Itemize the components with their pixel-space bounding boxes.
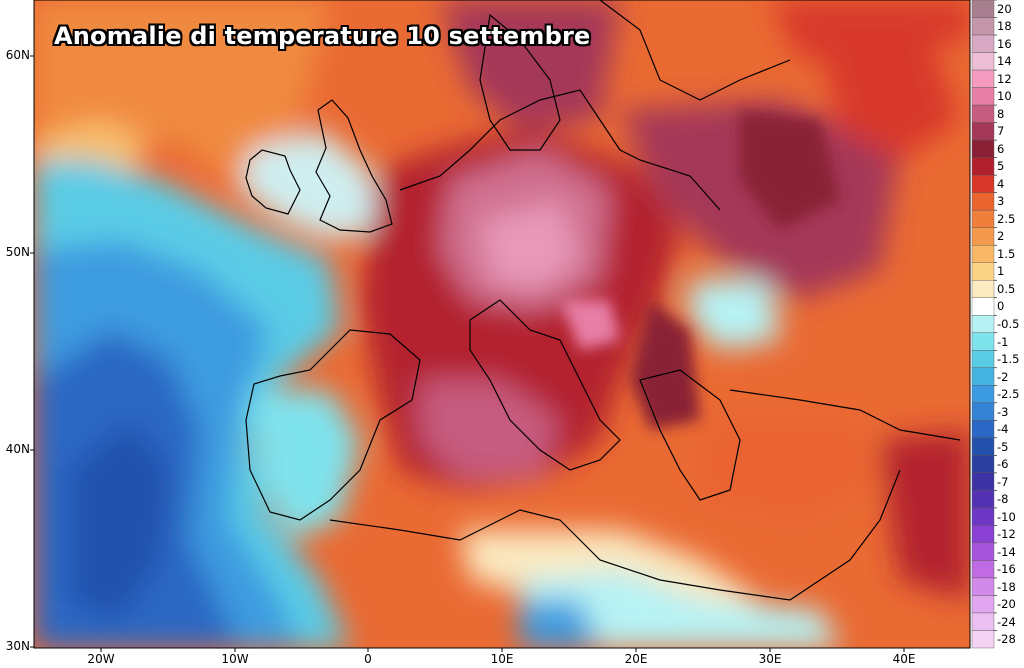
colorbar-swatch xyxy=(971,630,995,649)
colorbar-swatch xyxy=(971,157,995,176)
lon-label-20e: 20E xyxy=(624,652,648,666)
colorbar-label: 4 xyxy=(997,176,1005,191)
colorbar-swatch xyxy=(971,244,995,263)
colorbar-swatch xyxy=(971,262,995,281)
colorbar-label: -2 xyxy=(997,369,1009,384)
colorbar-label: 6 xyxy=(997,141,1005,156)
colorbar-swatch xyxy=(971,332,995,351)
colorbar-swatch xyxy=(971,104,995,123)
colorbar-label: -14 xyxy=(997,544,1016,559)
colorbar-label: -20 xyxy=(997,597,1016,612)
colorbar-swatch xyxy=(971,139,995,158)
colorbar-swatch xyxy=(971,69,995,88)
colorbar-label: -8 xyxy=(997,492,1009,507)
colorbar-swatch xyxy=(971,122,995,141)
colorbar-label: 10 xyxy=(997,89,1012,104)
colorbar-swatch xyxy=(971,17,995,36)
lat-label-50n: 50N xyxy=(5,245,30,259)
colorbar xyxy=(971,0,997,649)
colorbar-label: 2 xyxy=(997,229,1005,244)
colorbar-swatch xyxy=(971,350,995,368)
colorbar-swatch xyxy=(971,315,995,333)
colorbar-label: 18 xyxy=(997,19,1012,34)
colorbar-label: -18 xyxy=(997,579,1016,594)
colorbar-label: 3 xyxy=(997,194,1005,209)
colorbar-swatch xyxy=(971,595,995,614)
colorbar-label: -28 xyxy=(997,632,1016,647)
colorbar-label: -7 xyxy=(997,474,1009,489)
colorbar-swatch xyxy=(971,560,995,579)
colorbar-swatch xyxy=(971,402,995,421)
lat-label-30n: 30N xyxy=(5,639,30,653)
colorbar-label: -3 xyxy=(997,404,1009,419)
colorbar-swatch xyxy=(971,472,995,491)
colorbar-label: 1 xyxy=(997,264,1005,279)
axis-ticks xyxy=(30,55,905,652)
colorbar-label: -16 xyxy=(997,562,1016,577)
colorbar-swatch xyxy=(971,385,995,404)
colorbar-swatch xyxy=(971,507,995,526)
colorbar-label: -4 xyxy=(997,422,1009,437)
colorbar-swatch xyxy=(971,192,995,211)
colorbar-label: -24 xyxy=(997,614,1016,629)
lon-label-20w: 20W xyxy=(87,652,115,666)
colorbar-label: 1.5 xyxy=(997,246,1016,261)
colorbar-swatch xyxy=(971,612,995,631)
lon-label-10w: 10W xyxy=(221,652,249,666)
colorbar-swatch xyxy=(971,87,995,106)
colorbar-swatch xyxy=(971,420,995,439)
colorbar-label: -1.5 xyxy=(997,352,1020,367)
lon-label-0: 0 xyxy=(364,652,372,666)
colorbar-label: 16 xyxy=(997,36,1012,51)
colorbar-label: 20 xyxy=(997,1,1012,16)
colorbar-label: 0 xyxy=(997,299,1005,314)
colorbar-label: 14 xyxy=(997,54,1012,69)
colorbar-label: 12 xyxy=(997,71,1012,86)
colorbar-label: 7 xyxy=(997,124,1005,139)
colorbar-swatch xyxy=(971,367,995,386)
colorbar-swatch xyxy=(971,52,995,71)
colorbar-swatch xyxy=(971,542,995,561)
colorbar-label: -5 xyxy=(997,439,1009,454)
colorbar-label: -2.5 xyxy=(997,387,1020,402)
colorbar-label: -1 xyxy=(997,334,1009,349)
lon-label-40e: 40E xyxy=(892,652,916,666)
lat-label-40n: 40N xyxy=(5,442,30,456)
colorbar-label: 8 xyxy=(997,106,1005,121)
colorbar-label: 0.5 xyxy=(997,281,1016,296)
colorbar-label: -6 xyxy=(997,457,1009,472)
map-title: Anomalie di temperature 10 settembre xyxy=(54,22,591,50)
colorbar-label: 5 xyxy=(997,159,1005,174)
lon-label-10e: 10E xyxy=(490,652,514,666)
colorbar-swatch xyxy=(971,0,995,18)
colorbar-label: -12 xyxy=(997,527,1016,542)
colorbar-label: 2.5 xyxy=(997,211,1016,226)
colorbar-swatch xyxy=(971,577,995,596)
colorbar-swatch xyxy=(971,34,995,53)
colorbar-swatch xyxy=(971,297,995,316)
colorbar-swatch xyxy=(971,437,995,456)
colorbar-swatch xyxy=(971,490,995,509)
anomaly-field xyxy=(34,0,970,648)
colorbar-swatch xyxy=(971,174,995,193)
colorbar-swatch xyxy=(971,455,995,474)
colorbar-label: -0.5 xyxy=(997,317,1020,331)
colorbar-swatch xyxy=(971,209,995,228)
lat-label-60n: 60N xyxy=(5,48,30,62)
coastlines xyxy=(245,0,961,601)
colorbar-swatch xyxy=(971,525,995,544)
colorbar-swatch xyxy=(971,227,995,246)
colorbar-label: -10 xyxy=(997,509,1016,524)
lon-label-30e: 30E xyxy=(758,652,782,666)
colorbar-swatch xyxy=(971,280,995,298)
